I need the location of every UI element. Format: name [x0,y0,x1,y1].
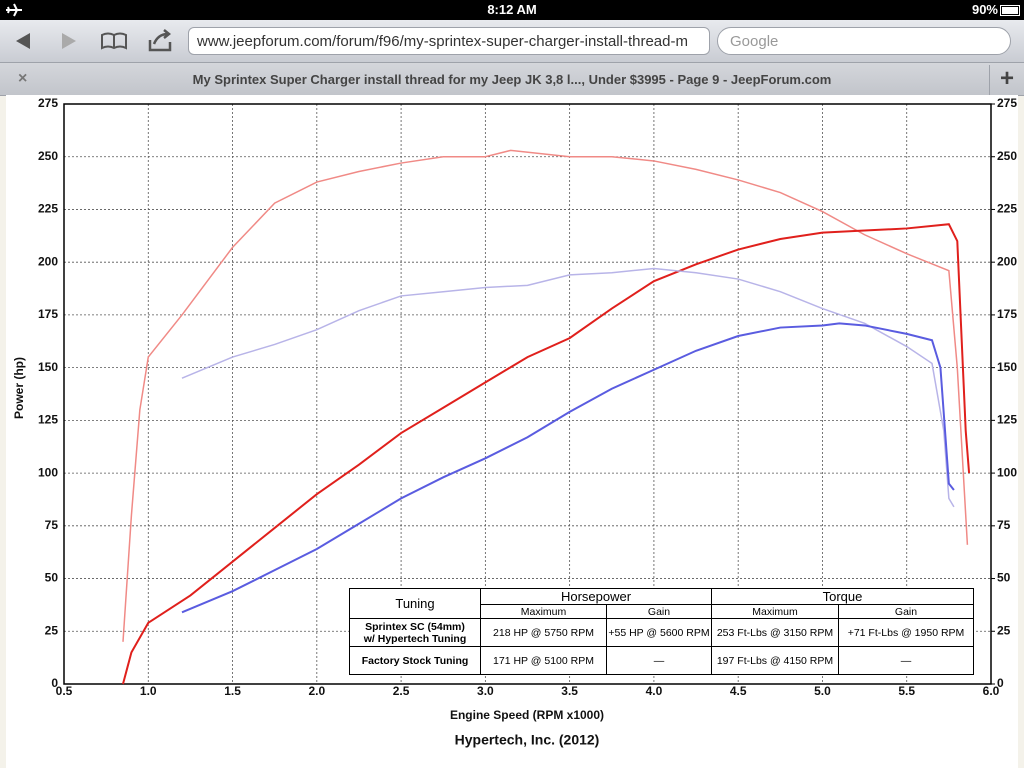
y2-tick-label: 100 [997,465,1017,479]
y2-tick-label: 250 [997,149,1017,163]
y2-tick-label: 125 [997,413,1017,427]
x-tick-label: 4.5 [730,684,747,698]
y2-tick-label: 50 [997,571,1011,585]
y2-tick-label: 75 [997,518,1011,532]
toolbar: www.jeepforum.com/forum/f96/my-sprintex-… [0,20,1024,63]
y2-tick-label: 0 [997,676,1004,690]
table-subheader: Maximum [480,604,607,619]
battery-icon [1000,5,1020,16]
x-tick-label: 2.0 [308,684,325,698]
x-tick-label: 5.0 [814,684,831,698]
y-axis-label: Power (hp) [12,357,26,419]
search-placeholder: Google [730,33,779,50]
x-tick-label: 3.5 [561,684,578,698]
table-row: Sprintex SC (54mm) w/ Hypertech Tuning 218… [349,618,974,647]
airplane-icon [6,3,22,17]
tab-title: My Sprintex Super Charger install thread… [192,72,832,87]
x-axis-label: Engine Speed (RPM x1000) [450,708,604,722]
y2-tick-label: 225 [997,202,1017,216]
y-tick-label: 225 [38,202,58,216]
table-header: Tuning [349,588,481,619]
x-tick-label: 1.0 [140,684,157,698]
close-tab[interactable]: × [18,70,28,87]
table-cell: +55 HP @ 5600 RPM [606,618,712,647]
row-label: Sprintex SC (54mm) w/ Hypertech Tuning [349,618,481,647]
table-cell: — [606,646,712,675]
battery-level: 90% [971,2,998,17]
x-tick-label: 0.5 [56,684,73,698]
table-subheader: Gain [606,604,712,619]
spec-table: Tuning Horsepower Torque Maximum Gain Maximu… [349,588,974,675]
clock: 8:12 AM [487,2,537,17]
series-line [181,322,955,614]
x-tick-label: 3.0 [477,684,494,698]
table-cell: 171 HP @ 5100 RPM [480,646,607,675]
back-button[interactable] [16,33,30,49]
row-label-line: Sprintex SC (54mm) [365,620,465,633]
x-tick-label: 4.0 [646,684,663,698]
table-cell: 218 HP @ 5750 RPM [480,618,607,647]
y2-tick-label: 200 [997,254,1017,268]
row-label-line: w/ Hypertech Tuning [363,632,467,645]
search-field[interactable]: Google [717,27,1011,55]
series-line [122,223,971,685]
tab-bar: × My Sprintex Super Charger install thre… [0,63,1024,96]
y2-tick-label: 175 [997,307,1017,321]
plot-frame [63,103,992,685]
table-cell: — [838,646,974,675]
x-tick-label: 1.5 [224,684,241,698]
new-tab[interactable]: + [989,65,1024,95]
table-cell: +71 Ft-Lbs @ 1950 RPM [838,618,974,647]
x-tick-label: 5.5 [898,684,915,698]
series-line [122,149,969,642]
url-text: www.jeepforum.com/forum/f96/my-sprintex-… [197,33,688,50]
y2-tick-label: 275 [997,96,1017,110]
x-tick-label: 6.0 [983,684,1000,698]
y-tick-label: 50 [45,571,59,585]
bookmarks-button[interactable] [101,32,127,50]
y-tick-label: 200 [38,254,58,268]
y-tick-label: 100 [38,465,58,479]
y-tick-label: 275 [38,96,58,110]
chart-footer: Hypertech, Inc. (2012) [455,732,600,748]
nav-icons [16,29,172,52]
table-cell: 253 Ft-Lbs @ 3150 RPM [711,618,839,647]
y-tick-label: 25 [45,623,59,637]
y2-tick-label: 25 [997,623,1011,637]
table-subheader: Gain [838,604,974,619]
y2-tick-label: 150 [997,360,1017,374]
table-cell: 197 Ft-Lbs @ 4150 RPM [711,646,839,675]
row-label-line: Factory Stock Tuning [361,654,469,667]
y-tick-label: 125 [38,413,58,427]
y-tick-label: 0 [51,676,58,690]
series-line [181,267,955,508]
status-bar: 8:12 AM 90% [0,0,1024,20]
x-tick-label: 2.5 [393,684,410,698]
table-header: Horsepower [480,588,712,605]
forward-button[interactable] [62,33,76,49]
table-subheader: Maximum [711,604,839,619]
y-tick-label: 175 [38,307,58,321]
y-tick-label: 250 [38,149,58,163]
url-field[interactable]: www.jeepforum.com/forum/f96/my-sprintex-… [188,27,710,55]
row-label: Factory Stock Tuning [349,646,481,675]
y-tick-label: 75 [45,518,59,532]
table-row: Factory Stock Tuning 171 HP @ 5100 RPM —19… [349,646,974,675]
share-button[interactable] [148,29,172,52]
y-tick-label: 150 [38,360,58,374]
table-header: Torque [711,588,974,605]
